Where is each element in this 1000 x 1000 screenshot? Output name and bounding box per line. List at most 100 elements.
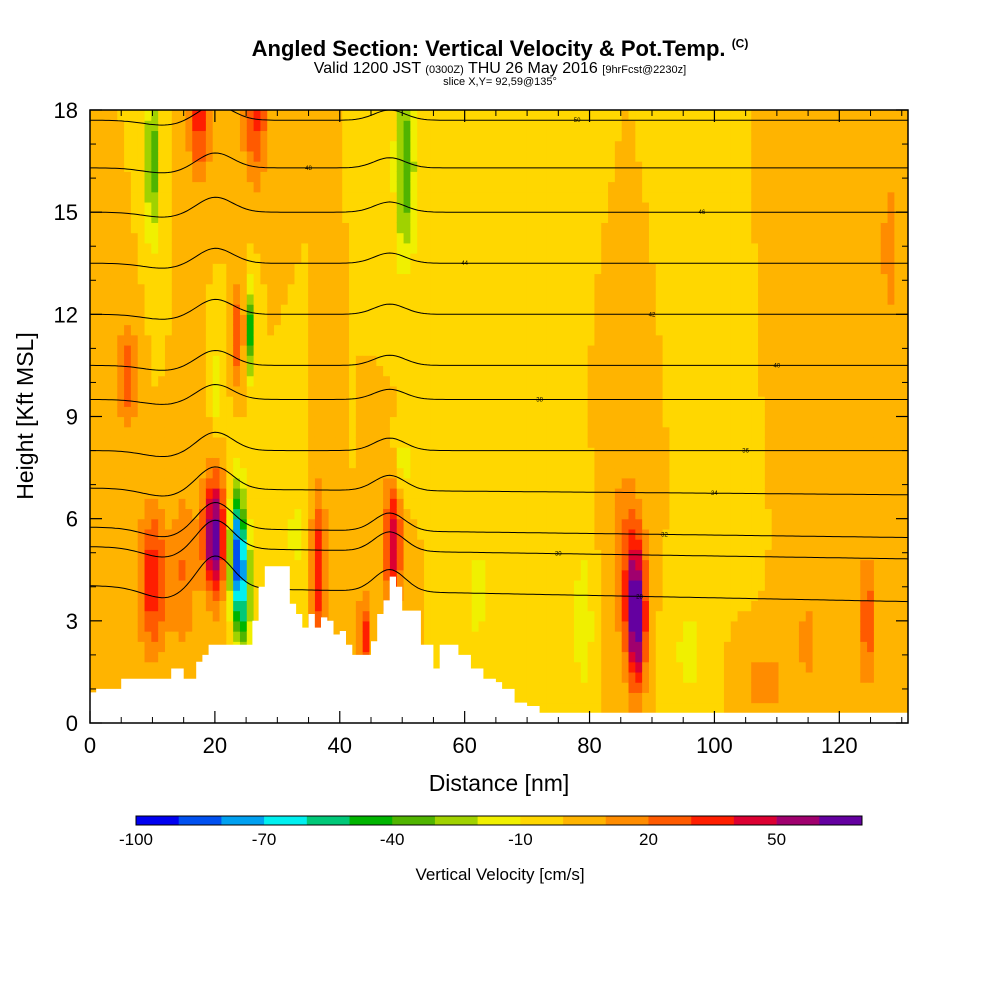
heat-cell — [554, 427, 561, 438]
heat-cell — [622, 631, 629, 642]
heat-cell — [322, 508, 329, 519]
heat-cell — [349, 212, 356, 223]
heat-cell — [376, 417, 383, 428]
heat-cell — [322, 325, 329, 336]
heat-cell — [588, 355, 595, 366]
heat-cell — [206, 447, 213, 458]
heat-cell — [185, 141, 192, 152]
heat-cell — [649, 703, 656, 714]
heat-cell — [581, 488, 588, 499]
heat-cell — [192, 273, 199, 284]
heat-cell — [308, 141, 315, 152]
heat-cell — [295, 212, 302, 223]
heat-cell — [349, 417, 356, 428]
heat-cell — [390, 130, 397, 141]
heat-cell — [479, 365, 486, 376]
heat-cell — [649, 294, 656, 305]
heat-cell — [240, 570, 247, 581]
heat-cell — [513, 468, 520, 479]
heat-cell — [629, 325, 636, 336]
heat-cell — [622, 417, 629, 428]
heat-cell — [151, 202, 158, 213]
heat-cell — [254, 222, 261, 233]
heat-cell — [124, 110, 131, 121]
heat-cell — [335, 580, 342, 591]
heat-cell — [410, 508, 417, 519]
heat-cell — [451, 120, 458, 131]
heat-cell — [649, 498, 656, 509]
heat-cell — [594, 692, 601, 703]
heat-cell — [288, 233, 295, 244]
heat-cell — [465, 233, 472, 244]
heat-cell — [165, 529, 172, 540]
heat-cell — [199, 631, 206, 642]
heat-cell — [574, 457, 581, 468]
heat-cell — [104, 457, 111, 468]
heat-cell — [301, 222, 308, 233]
heat-cell — [233, 611, 240, 622]
heat-cell — [479, 396, 486, 407]
heat-cell — [492, 161, 499, 172]
heat-cell — [131, 651, 138, 662]
heat-cell — [97, 539, 104, 550]
heat-cell — [213, 325, 220, 336]
heat-cell — [492, 335, 499, 346]
heat-cell — [165, 284, 172, 295]
heat-cell — [601, 130, 608, 141]
heat-cell — [145, 273, 152, 284]
heat-cell — [499, 396, 506, 407]
heat-cell — [431, 539, 438, 550]
heat-cell — [526, 468, 533, 479]
heat-cell — [554, 120, 561, 131]
heat-cell — [376, 345, 383, 356]
heat-cell — [560, 672, 567, 683]
heat-cell — [390, 304, 397, 315]
heat-cell — [288, 437, 295, 448]
heat-cell — [574, 539, 581, 550]
heat-cell — [90, 212, 97, 223]
heat-cell — [451, 355, 458, 366]
heat-cell — [594, 253, 601, 264]
heat-cell — [465, 314, 472, 325]
heat-cell — [288, 355, 295, 366]
heat-cell — [458, 212, 465, 223]
heat-cell — [485, 325, 492, 336]
heat-cell — [458, 549, 465, 560]
heat-cell — [642, 457, 649, 468]
heat-cell — [588, 508, 595, 519]
heat-cell — [172, 314, 179, 325]
heat-cell — [124, 406, 131, 417]
heat-cell — [519, 325, 526, 336]
heat-cell — [547, 611, 554, 622]
heat-cell — [560, 345, 567, 356]
heat-cell — [131, 580, 138, 591]
heat-cell — [226, 376, 233, 387]
heat-cell — [301, 345, 308, 356]
heat-cell — [479, 222, 486, 233]
heat-cell — [615, 120, 622, 131]
heat-cell — [533, 325, 540, 336]
heat-cell — [629, 376, 636, 387]
heat-cell — [260, 519, 267, 530]
heat-cell — [376, 396, 383, 407]
heat-cell — [608, 672, 615, 683]
heat-cell — [192, 212, 199, 223]
heat-cell — [151, 284, 158, 295]
heat-cell — [431, 427, 438, 438]
heat-cell — [301, 335, 308, 346]
heat-cell — [281, 478, 288, 489]
heat-cell — [540, 570, 547, 581]
heat-cell — [131, 151, 138, 162]
heat-cell — [179, 222, 186, 233]
heat-cell — [404, 243, 411, 254]
heat-cell — [185, 325, 192, 336]
heat-cell — [444, 447, 451, 458]
heat-cell — [117, 549, 124, 560]
heat-cell — [179, 508, 186, 519]
heat-cell — [451, 417, 458, 428]
heat-cell — [90, 396, 97, 407]
heat-cell — [397, 294, 404, 305]
heat-cell — [165, 130, 172, 141]
heat-cell — [288, 539, 295, 550]
heat-cell — [342, 314, 349, 325]
